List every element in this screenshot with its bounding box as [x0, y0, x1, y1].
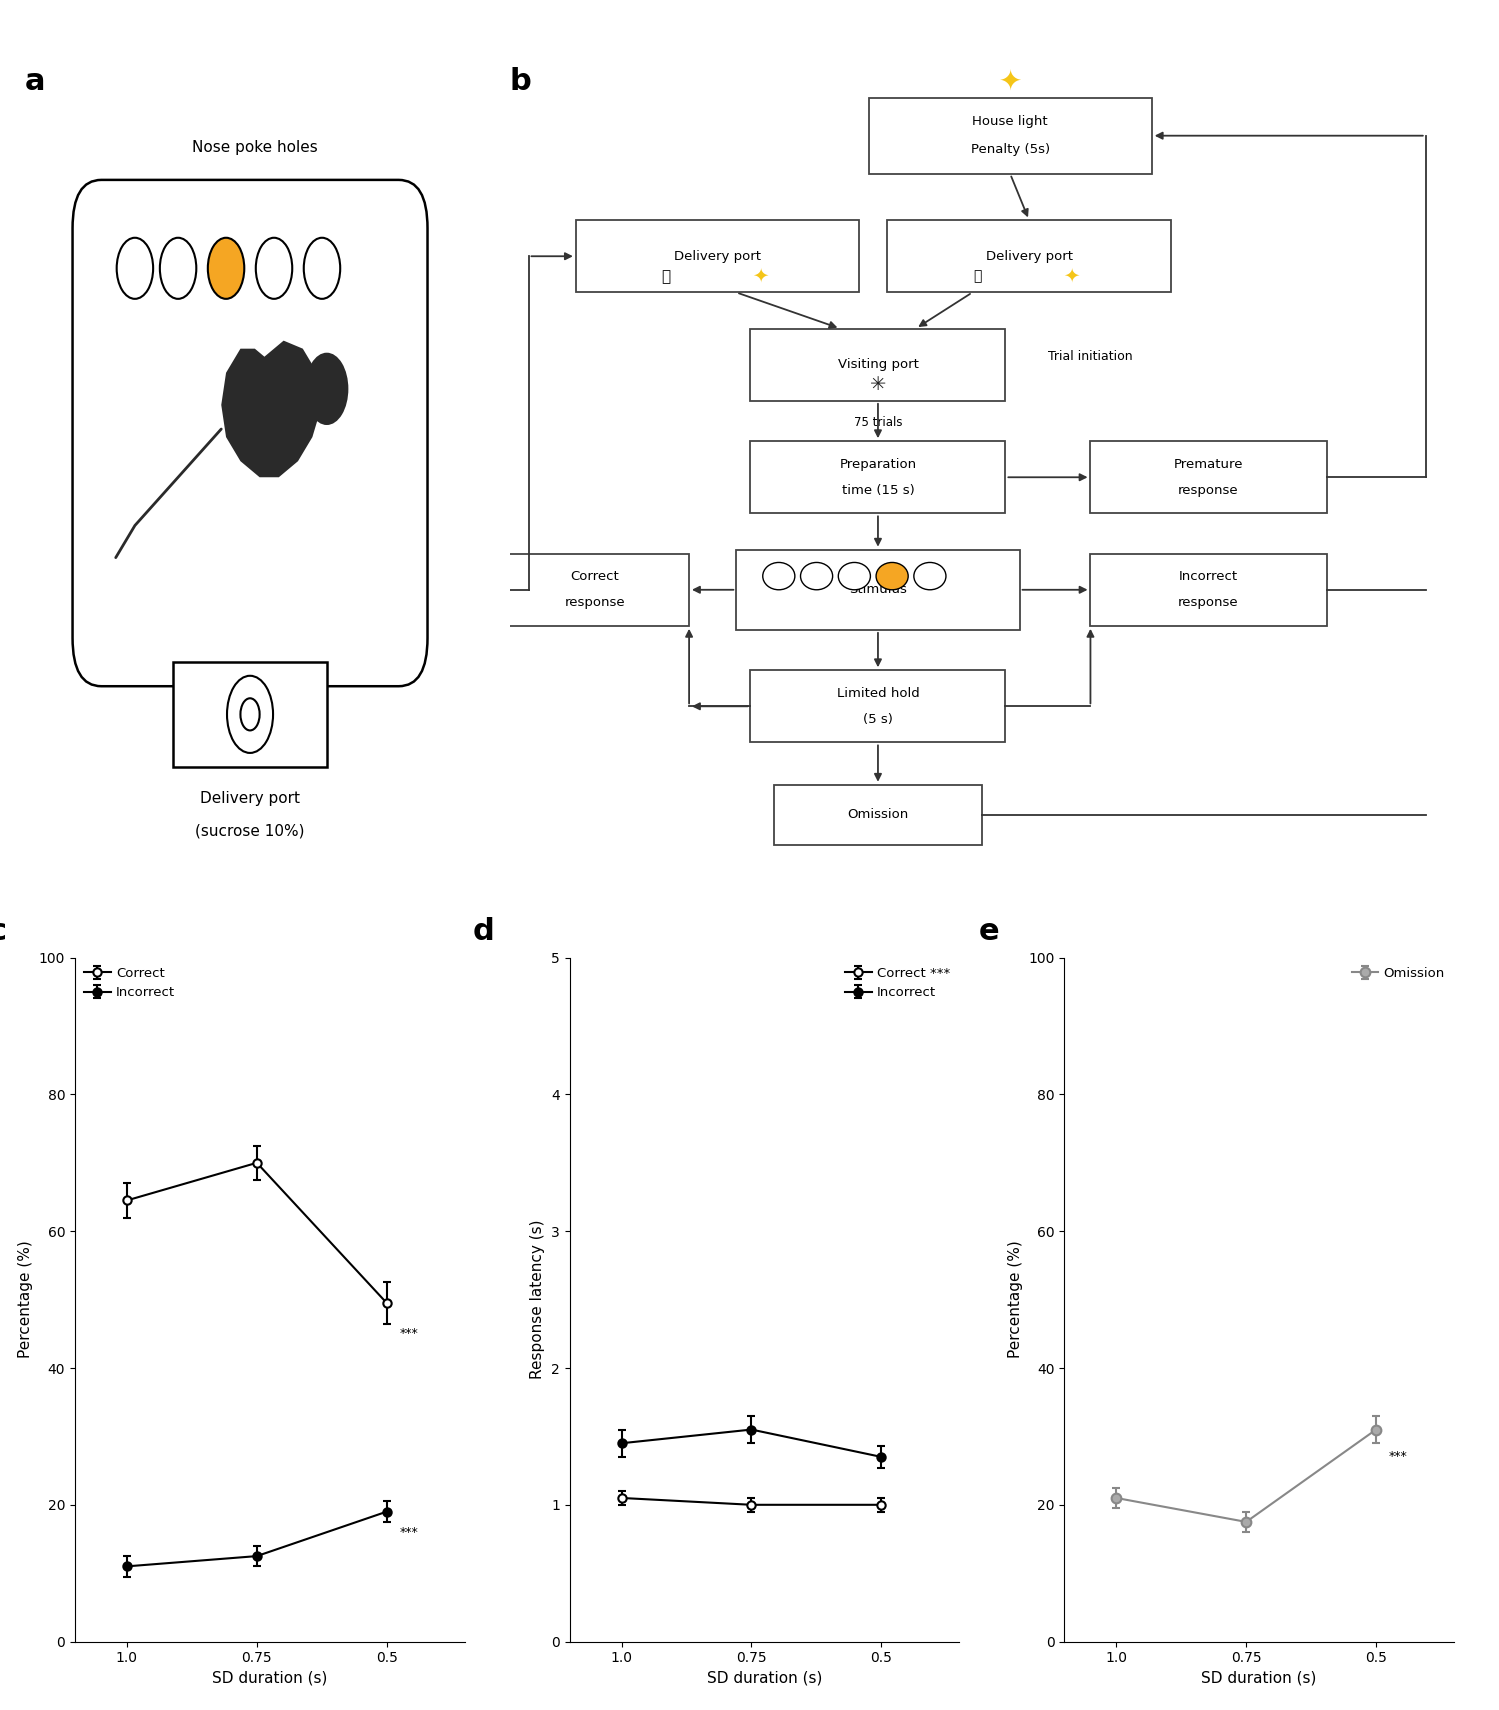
X-axis label: SD duration (s): SD duration (s) [1202, 1671, 1316, 1686]
Y-axis label: Percentage (%): Percentage (%) [18, 1241, 33, 1358]
Circle shape [226, 675, 273, 752]
Text: House light: House light [973, 116, 1048, 128]
FancyBboxPatch shape [887, 221, 1171, 292]
FancyBboxPatch shape [1090, 441, 1327, 513]
Text: ✦: ✦ [998, 67, 1022, 96]
Circle shape [800, 563, 832, 590]
Circle shape [763, 563, 794, 590]
Text: ✳: ✳ [869, 374, 886, 395]
Text: ✦: ✦ [1063, 267, 1079, 286]
Text: response: response [564, 597, 625, 609]
Bar [174, 662, 327, 766]
Circle shape [117, 238, 153, 299]
Text: Penalty (5s): Penalty (5s) [971, 144, 1049, 156]
FancyBboxPatch shape [501, 554, 690, 626]
Text: Delivery port: Delivery port [985, 250, 1073, 263]
Text: Preparation: Preparation [839, 458, 916, 470]
Text: Limited hold: Limited hold [836, 687, 919, 699]
Y-axis label: Response latency (s): Response latency (s) [531, 1219, 546, 1380]
FancyBboxPatch shape [1090, 554, 1327, 626]
FancyBboxPatch shape [773, 785, 982, 845]
Text: c: c [0, 917, 7, 946]
Circle shape [875, 563, 908, 590]
Legend: Correct, Incorrect: Correct, Incorrect [81, 964, 177, 1002]
FancyBboxPatch shape [751, 670, 1006, 742]
Text: e: e [979, 917, 1000, 946]
Circle shape [304, 238, 340, 299]
Text: time (15 s): time (15 s) [841, 484, 914, 498]
Text: Incorrect: Incorrect [1178, 569, 1238, 583]
Circle shape [838, 563, 871, 590]
Text: Stimulus: Stimulus [848, 583, 907, 597]
Text: Delivery port: Delivery port [199, 792, 300, 805]
Circle shape [306, 352, 348, 426]
Text: b: b [510, 67, 532, 96]
Legend: Correct ***, Incorrect: Correct ***, Incorrect [842, 964, 953, 1002]
Text: response: response [1178, 484, 1238, 498]
FancyBboxPatch shape [736, 549, 1019, 629]
Text: Omission: Omission [847, 809, 908, 821]
Text: 75 trials: 75 trials [854, 416, 902, 429]
Circle shape [914, 563, 946, 590]
Text: (5 s): (5 s) [863, 713, 893, 725]
Text: Premature: Premature [1174, 458, 1243, 470]
Legend: Omission: Omission [1349, 964, 1448, 983]
Text: (sucrose 10%): (sucrose 10%) [195, 824, 304, 838]
Circle shape [208, 238, 244, 299]
Text: ***: *** [400, 1327, 418, 1341]
Text: Visiting port: Visiting port [838, 357, 919, 371]
Text: Trial initiation: Trial initiation [1048, 351, 1133, 363]
Text: 💧: 💧 [661, 268, 670, 284]
Y-axis label: Percentage (%): Percentage (%) [1007, 1241, 1022, 1358]
FancyBboxPatch shape [751, 328, 1006, 400]
Circle shape [240, 698, 259, 730]
X-axis label: SD duration (s): SD duration (s) [708, 1671, 821, 1686]
Text: ✦: ✦ [751, 267, 767, 286]
Circle shape [160, 238, 196, 299]
Polygon shape [222, 340, 322, 477]
X-axis label: SD duration (s): SD duration (s) [213, 1671, 327, 1686]
Text: Delivery port: Delivery port [675, 250, 761, 263]
FancyBboxPatch shape [72, 180, 427, 686]
FancyBboxPatch shape [751, 441, 1006, 513]
FancyBboxPatch shape [868, 97, 1151, 174]
Text: d: d [472, 917, 495, 946]
Circle shape [256, 238, 292, 299]
Text: ***: *** [400, 1525, 418, 1539]
Text: ***: *** [1390, 1450, 1408, 1464]
Text: Nose poke holes: Nose poke holes [192, 140, 318, 156]
FancyBboxPatch shape [576, 221, 859, 292]
Text: Correct: Correct [570, 569, 619, 583]
Text: 🚫: 🚫 [973, 270, 982, 284]
Text: response: response [1178, 597, 1238, 609]
Text: a: a [24, 67, 45, 96]
